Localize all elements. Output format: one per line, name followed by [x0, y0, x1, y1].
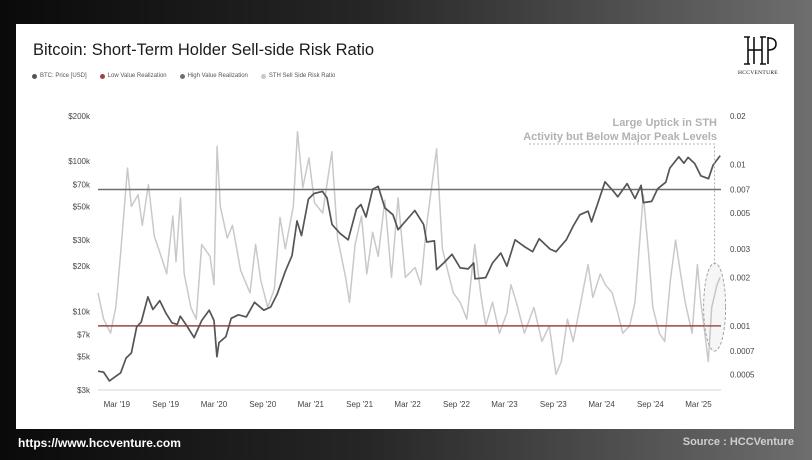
chart-card: Bitcoin: Short-Term Holder Sell-side Ris… [16, 24, 794, 429]
y-right-tick-label: 0.005 [730, 209, 751, 218]
chart-legend: BTC: Price [USD] Low Value Realization H… [32, 73, 335, 79]
y-right-tick-label: 0.01 [730, 161, 746, 170]
footer-url[interactable]: https://www.hccventure.com [18, 436, 181, 450]
y-left-tick-label: $30k [73, 236, 91, 245]
legend-dot-icon [99, 73, 105, 79]
legend-label: Low Value Realization [107, 73, 167, 79]
annotation-highlight-ellipse [703, 262, 727, 352]
x-tick-label: Sep '19 [152, 400, 179, 409]
sth-ratio-series-line[interactable] [97, 130, 721, 376]
y-left-tick-label: $7k [77, 331, 91, 340]
x-tick-label: Mar '23 [491, 400, 518, 409]
x-tick-label: Sep '22 [443, 400, 470, 409]
legend-label: STH Sell Side Risk Ratio [268, 73, 336, 79]
y-right-tick-label: 0.02 [730, 112, 746, 121]
legend-item-low-value[interactable]: Low Value Realization [99, 73, 167, 79]
y-right-tick-label: 0.002 [730, 273, 751, 282]
y-left-tick-label: $5k [77, 353, 91, 362]
legend-dot-icon [179, 73, 185, 79]
y-right-tick-label: 0.0007 [730, 347, 755, 356]
annotation-line-1: Large Uptick in STH [612, 117, 717, 129]
x-tick-label: Sep '24 [637, 400, 664, 409]
x-tick-label: Mar '20 [201, 400, 228, 409]
legend-dot-icon [260, 73, 266, 79]
y-left-tick-label: $70k [73, 180, 91, 189]
x-tick-label: Mar '22 [394, 400, 421, 409]
annotation-line-2: Activity but Below Major Peak Levels [523, 131, 717, 143]
y-left-tick-label: $10k [73, 307, 91, 316]
y-left-tick-label: $3k [77, 386, 91, 395]
hccventure-logo: HCCVENTURE [738, 34, 778, 80]
chart-plot: $3k $5k $7k $10k $20k $30k $50k $70k $100k $200k 0… [68, 112, 755, 409]
btc-price-series-line[interactable] [97, 155, 721, 382]
x-tick-label: Sep '23 [540, 400, 567, 409]
y-right-tick-label: 0.0005 [730, 370, 755, 379]
y-right-tick-label: 0.001 [730, 322, 751, 331]
x-tick-label: Sep '20 [249, 400, 276, 409]
chart-title: Bitcoin: Short-Term Holder Sell-side Ris… [33, 41, 375, 59]
y-left-tick-label: $50k [73, 202, 91, 211]
x-tick-label: Mar '21 [298, 400, 325, 409]
x-tick-label: Sep '21 [346, 400, 373, 409]
y-left-tick-label: $200k [68, 112, 91, 121]
x-tick-label: Mar '24 [588, 400, 615, 409]
footer-source: Source : HCCVenture [682, 436, 794, 448]
legend-item-price[interactable]: BTC: Price [USD] [32, 73, 87, 79]
logo-text: HCCVENTURE [738, 70, 778, 76]
y-right-tick-label: 0.003 [730, 245, 751, 254]
legend-label: BTC: Price [USD] [40, 73, 87, 79]
x-tick-label: Mar '25 [685, 400, 712, 409]
x-tick-label: Mar '19 [104, 400, 131, 409]
legend-item-high-value[interactable]: High Value Realization [179, 73, 248, 79]
legend-dot-icon [32, 73, 37, 79]
legend-item-sth-ratio[interactable]: STH Sell Side Risk Ratio [260, 73, 336, 79]
y-right-tick-label: 0.007 [730, 186, 751, 195]
legend-label: High Value Realization [187, 73, 248, 79]
logo-monogram-icon [744, 36, 777, 65]
y-left-tick-label: $100k [68, 157, 91, 166]
y-left-tick-label: $20k [73, 262, 91, 271]
annotation-leader-line [529, 143, 716, 266]
